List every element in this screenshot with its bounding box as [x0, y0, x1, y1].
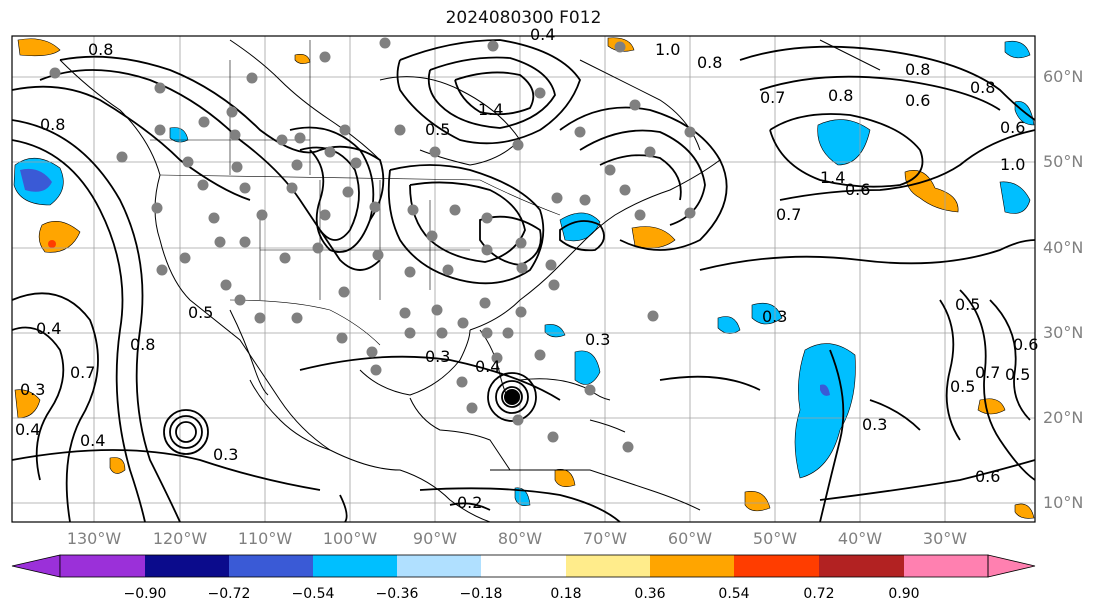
contour-label: 0.8	[88, 40, 113, 59]
lat-label: 30°N	[1043, 323, 1084, 342]
contour-label: 0.5	[425, 120, 450, 139]
colorbar-tick-label: 0.54	[718, 586, 750, 602]
colorbar-tick-label: 0.90	[888, 586, 920, 602]
contour-label: 0.3	[762, 307, 787, 326]
lat-label: 20°N	[1043, 408, 1084, 427]
contour-label: 0.4	[475, 357, 500, 376]
map-border	[11, 35, 1036, 523]
map-body: 0.8 1.0 0.8 0.7 1.4 0.5 0.8 0.6 0.8 0.8 …	[11, 25, 1038, 523]
contour-label: 0.4	[15, 420, 40, 439]
lon-label: 50°W	[752, 529, 798, 548]
colorbar-tick-label: 0.36	[634, 586, 666, 602]
contour-label: 1.4	[478, 100, 503, 119]
colorbar-tick-label: −0.36	[375, 586, 419, 602]
lat-label: 10°N	[1043, 493, 1084, 512]
lat-label: 50°N	[1043, 152, 1084, 171]
observation-dots	[49, 37, 696, 453]
contour-label: 0.7	[70, 363, 95, 382]
map-title: 2024080300 F012	[445, 8, 602, 28]
contour-label: 0.6	[1000, 118, 1025, 137]
storm-center-marker	[504, 389, 520, 405]
lon-label: 120°W	[152, 529, 208, 548]
colorbar-tick-label: 0.18	[550, 586, 582, 602]
colorbar-tick-label: −0.72	[207, 586, 251, 602]
lon-label: 90°W	[412, 529, 458, 548]
contour-label: 0.2	[457, 493, 482, 512]
lon-label: 80°W	[497, 529, 543, 548]
lon-label: 60°W	[667, 529, 713, 548]
lon-label: 70°W	[582, 529, 628, 548]
contour-label: 0.8	[697, 53, 722, 72]
contour-label: 0.6	[845, 180, 870, 199]
contour-label: 0.5	[1005, 365, 1030, 384]
contour-label: 0.4	[80, 431, 105, 450]
contour-label: 0.8	[970, 78, 995, 97]
colorbar-tick-label: −0.18	[459, 586, 503, 602]
contour-label: 1.4	[820, 168, 845, 187]
contour-label: 0.8	[40, 115, 65, 134]
contour-label: 0.8	[905, 60, 930, 79]
contour-label: 1.0	[655, 40, 680, 59]
contour-label: 0.8	[130, 335, 155, 354]
contour-label: 0.6	[905, 91, 930, 110]
contour-label: 0.3	[20, 380, 45, 399]
contour-label: 0.8	[828, 86, 853, 105]
contour-label: 0.3	[585, 330, 610, 349]
colorbar-tick-label: −0.90	[123, 586, 167, 602]
contour-label: 0.4	[36, 319, 61, 338]
contour-label: 1.0	[1000, 155, 1025, 174]
shaded-anomalies	[13, 37, 1035, 519]
contour-labels: 0.8 1.0 0.8 0.7 1.4 0.5 0.8 0.6 0.8 0.8 …	[15, 25, 1038, 512]
lat-label: 40°N	[1043, 238, 1084, 257]
contour-label: 0.6	[975, 467, 1000, 486]
contour-label: 0.3	[213, 445, 238, 464]
contour-label: 0.3	[425, 347, 450, 366]
lon-label: 110°W	[237, 529, 293, 548]
lon-label: 100°W	[322, 529, 378, 548]
contour-label: 0.6	[1013, 335, 1038, 354]
contour-label: 0.7	[975, 363, 1000, 382]
colorbar	[11, 554, 1036, 578]
contour-label: 0.7	[760, 88, 785, 107]
contour-label: 0.5	[950, 377, 975, 396]
lon-label: 30°W	[922, 529, 968, 548]
contour-label: 0.3	[862, 415, 887, 434]
colorbar-tick-label: 0.72	[803, 586, 835, 602]
contour-label: 0.7	[776, 205, 801, 224]
colorbar-tick-label: −0.54	[291, 586, 335, 602]
contour-label: 0.4	[530, 25, 555, 44]
contour-label: 0.5	[188, 303, 213, 322]
contour-label: 0.5	[955, 295, 980, 314]
lat-label: 60°N	[1043, 67, 1084, 86]
lon-label: 40°W	[837, 529, 883, 548]
lon-label: 130°W	[66, 529, 122, 548]
